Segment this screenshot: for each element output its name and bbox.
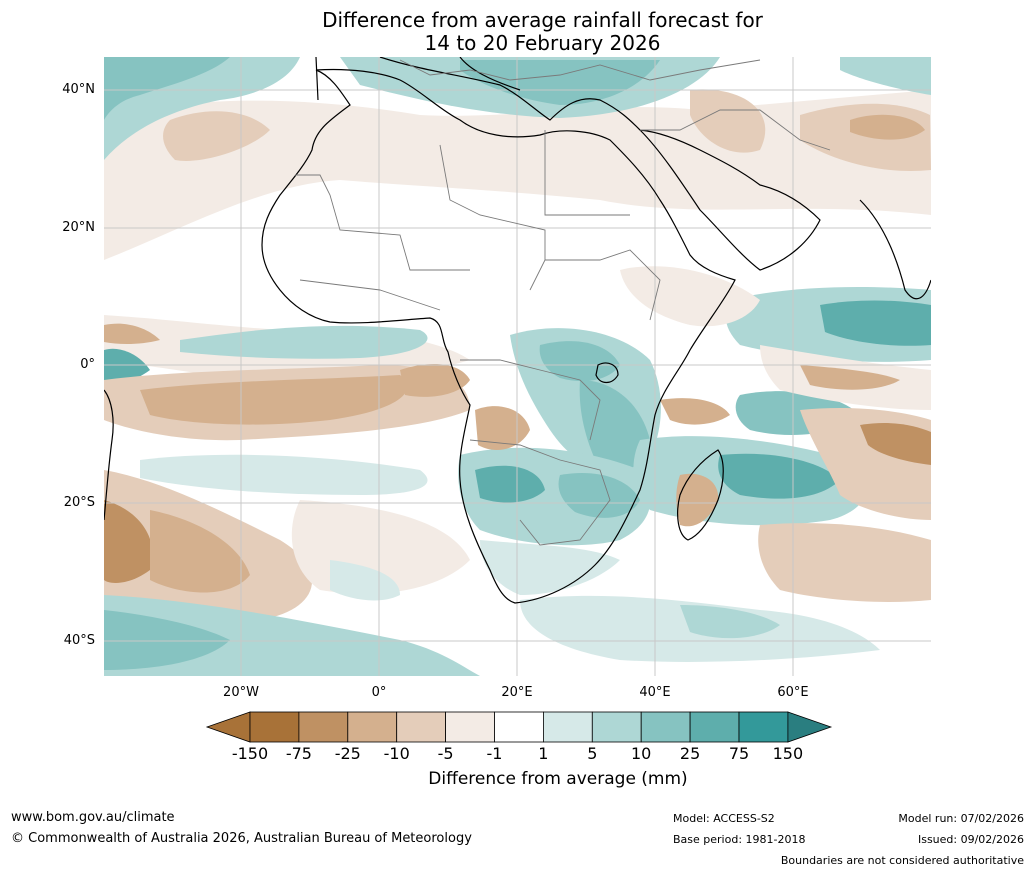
coastlines <box>104 57 931 604</box>
dry-field-south-indian <box>758 523 931 602</box>
dry-field-iran-core <box>850 114 925 140</box>
dry-field-north-atlantic-2 <box>163 111 270 161</box>
border-sahara-central <box>439 144 546 291</box>
dry-field-congo-coast <box>400 364 470 397</box>
border-egypt-libya <box>544 130 630 216</box>
footer-website: www.bom.gov.au/climate <box>11 810 175 825</box>
title-line-1: Difference from average rainfall forecas… <box>322 8 763 32</box>
colorbar-arrow-low <box>205 711 251 743</box>
colorbar-tick-label: -150 <box>231 744 269 763</box>
dry-field-indian-ocean-east-core <box>860 422 931 465</box>
anomaly-fields <box>104 57 931 676</box>
colorbar-segment <box>249 711 300 743</box>
border-sudan <box>545 249 661 321</box>
colorbar <box>205 711 833 743</box>
colorbar-tick-label: -10 <box>383 744 410 763</box>
lon-label-40e: 40°E <box>639 685 671 700</box>
footer-boundaries-note: Boundaries are not considered authoritat… <box>780 854 1024 867</box>
colorbar-tick-label: -75 <box>285 744 312 763</box>
colorbar-segment <box>396 711 447 743</box>
europe-coastline <box>315 57 641 131</box>
wet-field-indian-ocean-core <box>718 453 840 499</box>
wet-field-west-atlantic <box>104 348 150 383</box>
colorbar-tick-label: -1 <box>486 744 503 763</box>
colorbar-segment <box>640 711 691 743</box>
border-sahara-west <box>295 174 470 271</box>
colorbar-tick-label: -25 <box>334 744 361 763</box>
dry-field-indian-ocean-west <box>660 398 730 425</box>
wet-field-indian-ocean-north-core <box>820 300 931 346</box>
graticule <box>104 57 931 676</box>
colorbar-tick-label: 10 <box>631 744 652 763</box>
dry-field-atlantic-west <box>104 323 160 345</box>
lon-label-60e: 60°E <box>777 685 809 700</box>
dry-field-congo-interior <box>475 406 530 450</box>
border-europe <box>399 59 761 81</box>
africa-coastline <box>261 68 736 604</box>
wet-field-southern-africa-core <box>475 465 545 503</box>
map-title: Difference from average rainfall forecas… <box>0 9 1035 55</box>
wet-field-south-africa-coast <box>480 540 620 595</box>
colorbar-title: Difference from average (mm) <box>428 769 688 789</box>
lat-label-0: 0° <box>80 357 95 372</box>
wet-field-southern-ocean-core <box>104 610 230 670</box>
footer-model: Model: ACCESS-S2 <box>673 812 775 825</box>
border-west-africa <box>299 279 441 311</box>
border-southern-africa <box>469 439 611 546</box>
dry-field-south-atlantic-core <box>140 375 408 425</box>
colorbar-segment <box>591 711 642 743</box>
dry-field-sw-atlantic-mid <box>150 510 250 593</box>
colorbar-segment <box>689 711 740 743</box>
wet-field-mediterranean-core <box>460 60 660 105</box>
madagascar-coastline <box>677 449 724 541</box>
wet-field-agulhas <box>680 605 780 639</box>
footer-copyright: © Commonwealth of Australia 2026, Austra… <box>11 831 472 846</box>
colorbar-segment <box>298 711 349 743</box>
wet-field-gulf-guinea <box>180 325 428 359</box>
dry-field-madagascar <box>676 473 719 527</box>
wet-field-nw-atlantic-core <box>104 57 230 120</box>
lat-label-20s: 20°S <box>63 495 95 510</box>
colorbar-segment <box>738 711 789 743</box>
wet-field-central-africa-core <box>539 341 620 382</box>
footer-issued: Issued: 09/02/2026 <box>917 833 1024 846</box>
dry-field-arabian-sea-core <box>800 365 900 390</box>
wet-field-caspian <box>840 57 931 95</box>
south-america-coastline <box>104 389 114 521</box>
lon-label-20w: 20°W <box>223 685 259 700</box>
colorbar-tick-label: -5 <box>437 744 454 763</box>
footer-base-period: Base period: 1981-2018 <box>673 833 806 846</box>
arabia-coastline <box>638 129 821 271</box>
wet-field-east-africa-rift <box>579 380 650 474</box>
wet-field-south-atlantic-band <box>140 454 428 495</box>
colorbar-segment <box>543 711 593 743</box>
lat-label-40n: 40°N <box>62 82 95 97</box>
dry-field-arabia <box>690 89 766 153</box>
lon-label-20e: 20°E <box>501 685 533 700</box>
footer-model-run: Model run: 07/02/2026 <box>898 812 1024 825</box>
colorbar-tick-label: 5 <box>587 744 598 763</box>
colorbar-tick-label: 150 <box>772 744 804 763</box>
wet-field-benguela <box>330 560 400 601</box>
country-borders <box>295 59 831 546</box>
lon-label-0: 0° <box>371 685 387 700</box>
border-congo <box>460 359 601 441</box>
wet-field-southern-africa-inner <box>558 472 640 518</box>
title-line-2: 14 to 20 February 2026 <box>424 31 661 55</box>
border-middle-east <box>640 109 831 151</box>
colorbar-arrow-high <box>787 711 833 743</box>
dry-field-sw-atlantic-core <box>104 500 153 583</box>
colorbar-segment <box>494 711 544 743</box>
lat-label-20n: 20°N <box>62 220 95 235</box>
lat-label-40s: 40°S <box>63 633 95 648</box>
colorbar-segment <box>445 711 495 743</box>
india-coastline <box>859 199 931 300</box>
colorbar-tick-label: 1 <box>538 744 549 763</box>
lake-victoria <box>595 362 619 384</box>
colorbar-segment <box>347 711 398 743</box>
colorbar-tick-label: 25 <box>679 744 701 763</box>
colorbar-tick-label: 75 <box>728 744 750 763</box>
